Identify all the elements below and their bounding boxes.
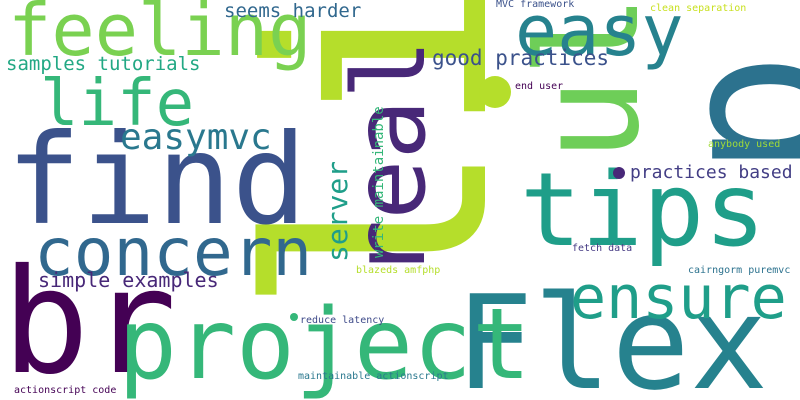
word-flex: Flex (455, 267, 769, 400)
word-clean-separation: clean separation (650, 3, 747, 14)
word-real: real (331, 39, 448, 280)
word-blazeds-amfphp: blazeds amfphp (356, 265, 441, 276)
word-good-practices: good practices (432, 46, 610, 70)
word-anybody-used: anybody used (708, 139, 781, 150)
word-concern: concern (34, 214, 313, 291)
word-easy: easy (515, 0, 684, 72)
word-easymvc: easymvc (120, 117, 272, 158)
word-fetch-data: fetch data (572, 243, 633, 254)
word-cairngorm-puremvc: cairngorm puremvc (688, 265, 791, 276)
word-find: find (6, 108, 308, 253)
word-practices-based: practices based (630, 162, 793, 183)
word-actionscript-code: actionscript code (14, 385, 117, 396)
word-mvc-framework: MVC framework (496, 0, 575, 10)
word-samples-tutorials: samples tutorials (6, 53, 201, 75)
word-ensure: ensure (570, 263, 787, 333)
word-maintainable-actionscript: maintainable actionscript (298, 371, 449, 382)
word-feeling: feeling (8, 0, 312, 72)
word-br: br (2, 238, 177, 400)
word-seems-harder: seems harder (224, 0, 362, 22)
word-server: server (321, 160, 354, 262)
word-write-maintainable: write maintainable (371, 106, 387, 258)
word-reduce-latency: reduce latency (300, 315, 385, 326)
word-life: life (40, 67, 195, 141)
word-tips: tips (520, 151, 766, 270)
word-project: project (118, 288, 532, 400)
word-end-user: end user (515, 81, 564, 92)
word-simple-examples: simple examples (38, 268, 219, 292)
